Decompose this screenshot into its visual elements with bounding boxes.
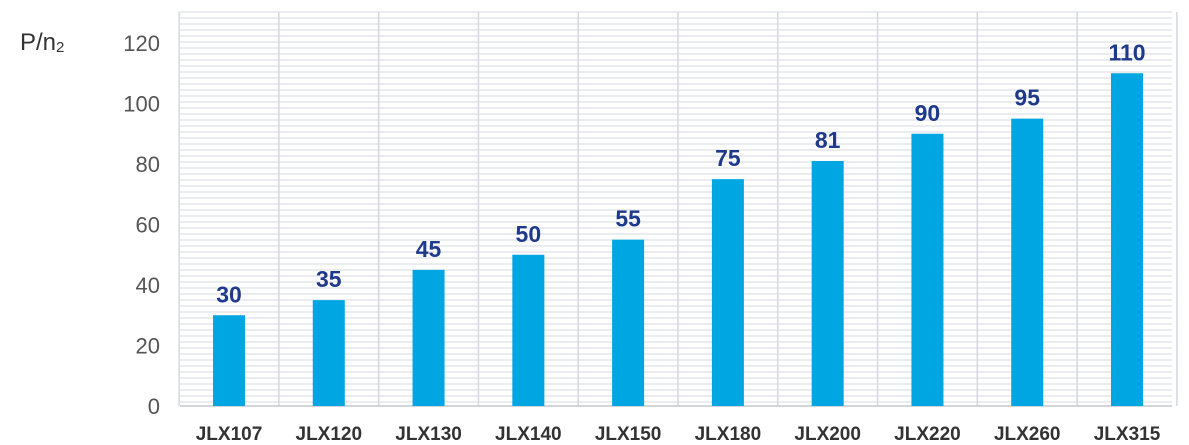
x-tick-label: JLX120 — [296, 424, 363, 445]
data-label: 81 — [815, 127, 841, 153]
x-tick-label: JLX150 — [595, 424, 662, 445]
y-tick-label: 20 — [136, 334, 160, 359]
bar — [412, 269, 445, 406]
bar — [811, 160, 844, 406]
data-label: 35 — [316, 266, 342, 292]
y-axis-ticks: 0 20 40 60 80 100 120 — [123, 31, 160, 419]
y-tick-label: 120 — [123, 31, 160, 56]
data-label: 95 — [1014, 85, 1040, 111]
x-tick-label: JLX315 — [1094, 424, 1161, 445]
bar — [1111, 73, 1143, 406]
grid — [178, 11, 1178, 407]
y-tick-label: 60 — [136, 213, 160, 238]
bar — [512, 254, 545, 406]
bar — [213, 315, 245, 406]
x-axis-categories: JLX107 JLX120 JLX130 JLX140 JLX150 JLX180 JLX2… — [196, 424, 1161, 445]
x-tick-label: JLX220 — [894, 424, 961, 445]
y-tick-label: 80 — [136, 152, 160, 177]
x-tick-label: JLX107 — [196, 424, 263, 445]
y-axis-label: P/n2 — [20, 29, 64, 56]
x-tick-label: JLX140 — [495, 424, 562, 445]
y-tick-label: 100 — [123, 92, 160, 117]
data-label: 90 — [915, 100, 941, 126]
x-tick-label: JLX200 — [794, 424, 861, 445]
y-axis-label-subscript: 2 — [56, 39, 64, 56]
x-tick-label: JLX130 — [395, 424, 462, 445]
data-label: 55 — [615, 206, 641, 232]
data-label: 75 — [715, 145, 741, 171]
y-axis-label-main: P/n — [20, 29, 56, 56]
bar — [1011, 118, 1044, 406]
value-labels: 30 35 45 50 55 75 81 90 95 110 — [216, 39, 1145, 307]
y-tick-label: 0 — [148, 394, 160, 419]
bar — [612, 239, 645, 406]
data-label: 50 — [516, 221, 542, 247]
data-label: 110 — [1108, 39, 1145, 65]
x-tick-label: JLX260 — [994, 424, 1061, 445]
x-tick-label: JLX180 — [695, 424, 762, 445]
y-tick-label: 40 — [136, 273, 160, 298]
bar — [911, 133, 944, 406]
bar — [711, 179, 744, 406]
data-label: 30 — [216, 281, 242, 307]
data-label: 45 — [416, 236, 442, 262]
bars — [213, 73, 1143, 406]
bar — [312, 300, 345, 406]
